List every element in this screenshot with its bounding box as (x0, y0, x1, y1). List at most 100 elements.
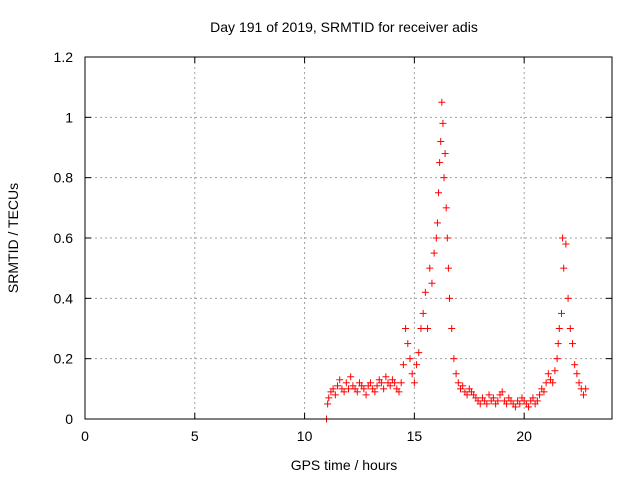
data-point (413, 361, 421, 369)
y-tick-label: 0.4 (54, 290, 74, 306)
data-point (459, 382, 467, 390)
grid-layer (85, 57, 612, 419)
data-point (444, 264, 452, 272)
y-tick-label: 1 (65, 109, 73, 125)
data-point (452, 370, 460, 378)
data-point (448, 325, 456, 332)
data-point (324, 400, 332, 408)
data-point (555, 325, 563, 332)
data-point (342, 379, 350, 387)
data-point (441, 150, 449, 158)
data-point (562, 240, 570, 248)
data-point (476, 400, 484, 408)
data-point (494, 397, 502, 405)
data-point (579, 391, 587, 399)
data-point (373, 382, 381, 390)
data-point (325, 394, 333, 402)
data-point (544, 370, 552, 378)
data-point (371, 388, 379, 396)
data-point (483, 400, 491, 408)
data-point (432, 234, 440, 242)
data-point (404, 340, 412, 348)
data-point (421, 288, 429, 296)
axes-layer (84, 56, 613, 420)
data-point (426, 264, 434, 272)
data-point (433, 219, 441, 227)
data-point (428, 279, 436, 287)
data-point (551, 367, 559, 375)
data-point (536, 391, 544, 399)
data-point (397, 379, 405, 387)
data-point (353, 388, 361, 396)
data-point (549, 379, 557, 387)
data-point (440, 174, 448, 182)
data-point (399, 361, 407, 369)
data-point (430, 249, 438, 257)
y-tick-label: 1.2 (54, 49, 74, 65)
data-point (347, 373, 355, 381)
x-tick-label: 15 (407, 428, 423, 444)
data-point (439, 119, 447, 127)
data-point (568, 340, 576, 348)
data-point (345, 385, 352, 393)
data-point (463, 391, 471, 399)
data-point (559, 234, 567, 242)
data-point (419, 309, 427, 317)
data-point (406, 355, 414, 363)
data-point (382, 373, 390, 381)
data-point (438, 98, 446, 106)
data-point (395, 388, 403, 396)
data-point (571, 361, 579, 369)
data-point (511, 403, 519, 411)
x-tick-label: 20 (516, 428, 532, 444)
data-point (498, 388, 506, 396)
chart-title: Day 191 of 2019, SRMTID for receiver adi… (210, 19, 478, 35)
data-point (573, 370, 581, 378)
data-point (380, 385, 388, 393)
data-point (540, 388, 548, 396)
x-tick-label: 10 (297, 428, 313, 444)
points-layer (323, 98, 590, 423)
data-point (391, 379, 399, 387)
data-point (489, 394, 497, 402)
data-point (560, 264, 568, 272)
data-point (529, 394, 537, 402)
data-point (533, 397, 541, 405)
data-point (417, 325, 425, 332)
data-point (329, 385, 337, 393)
y-tick-label: 0.2 (54, 351, 74, 367)
y-axis-label: SRMTID / TECUs (5, 183, 21, 293)
data-point (485, 391, 493, 399)
x-axis-label: GPS time / hours (291, 457, 398, 473)
data-point (360, 385, 368, 393)
data-point (553, 355, 561, 363)
data-point (377, 379, 385, 387)
data-point (336, 376, 344, 384)
data-point (424, 325, 432, 332)
ticks-layer: 0 5 10 15 20 0 0.2 0.4 0.6 0.8 1 1.2 (54, 49, 612, 444)
data-point (435, 189, 443, 197)
data-point (366, 379, 374, 387)
data-point (402, 325, 410, 332)
y-tick-label: 0.6 (54, 230, 74, 246)
data-point (503, 400, 511, 408)
data-point (450, 355, 458, 363)
y-tick-label: 0 (65, 411, 73, 427)
data-point (340, 388, 348, 396)
data-point (437, 137, 445, 145)
data-point (542, 379, 550, 387)
x-tick-label: 0 (81, 428, 89, 444)
data-point (566, 325, 574, 332)
data-point (516, 400, 524, 408)
plot-frame (84, 56, 613, 420)
data-point (454, 379, 462, 387)
data-point (415, 349, 423, 357)
data-point (554, 340, 562, 348)
data-point (334, 382, 342, 390)
data-point (386, 382, 394, 390)
data-point (362, 391, 370, 399)
data-point (557, 309, 565, 317)
data-point (331, 391, 339, 399)
x-tick-label: 5 (191, 428, 199, 444)
data-point (410, 379, 418, 387)
